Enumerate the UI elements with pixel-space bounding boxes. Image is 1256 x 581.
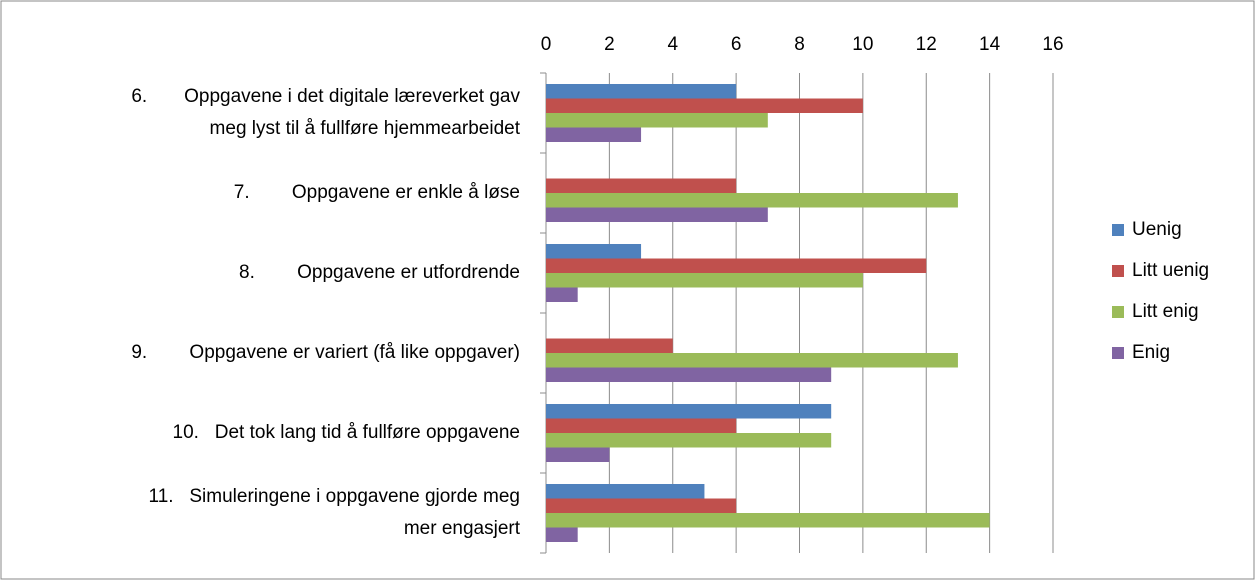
legend-label: Enig (1132, 342, 1170, 363)
bar (546, 207, 768, 222)
x-tick-label: 10 (852, 34, 873, 55)
bar (546, 513, 990, 528)
category-label: 6. Oppgavene i det digitale læreverket g… (131, 86, 520, 107)
legend-label: Uenig (1132, 219, 1182, 240)
bar (546, 418, 737, 433)
bar (546, 527, 578, 542)
bar (546, 447, 610, 462)
x-tick-label: 2 (604, 34, 615, 55)
category-label: 7. Oppgavene er enkle å løse (234, 182, 520, 203)
legend-swatch (1112, 224, 1124, 236)
bar (546, 84, 737, 99)
bar (546, 287, 578, 302)
bar (546, 193, 958, 208)
bar (546, 498, 737, 513)
bar (546, 178, 737, 193)
legend-swatch (1112, 347, 1124, 359)
bar (546, 258, 927, 273)
category-label: mer engasjert (404, 518, 521, 539)
x-tick-label: 12 (916, 34, 937, 55)
bar (546, 433, 832, 448)
x-tick-label: 0 (541, 34, 552, 55)
bar (546, 98, 863, 113)
category-label: 8. Oppgavene er utfordrende (239, 262, 520, 283)
bar (546, 273, 863, 288)
x-tick-label: 14 (979, 34, 1001, 55)
category-label: 11. Simuleringene i oppgavene gjorde meg (149, 486, 520, 507)
bar (546, 353, 958, 368)
bar (546, 338, 673, 353)
x-tick-label: 6 (731, 34, 742, 55)
legend-label: Litt enig (1132, 301, 1199, 322)
bar (546, 113, 768, 128)
bar (546, 404, 832, 419)
bar (546, 367, 832, 382)
x-tick-label: 4 (667, 34, 678, 55)
category-label: meg lyst til å fullføre hjemmearbeidet (210, 118, 521, 139)
legend-label: Litt uenig (1132, 260, 1209, 281)
legend-swatch (1112, 265, 1124, 277)
x-tick-label: 8 (794, 34, 805, 55)
bar (546, 244, 642, 259)
bar (546, 127, 642, 142)
legend-swatch (1112, 306, 1124, 318)
category-label: 9. Oppgavene er variert (få like oppgave… (131, 342, 520, 363)
category-label: 10. Det tok lang tid å fullføre oppgaven… (173, 422, 521, 443)
bar (546, 484, 705, 499)
x-tick-label: 16 (1042, 34, 1063, 55)
